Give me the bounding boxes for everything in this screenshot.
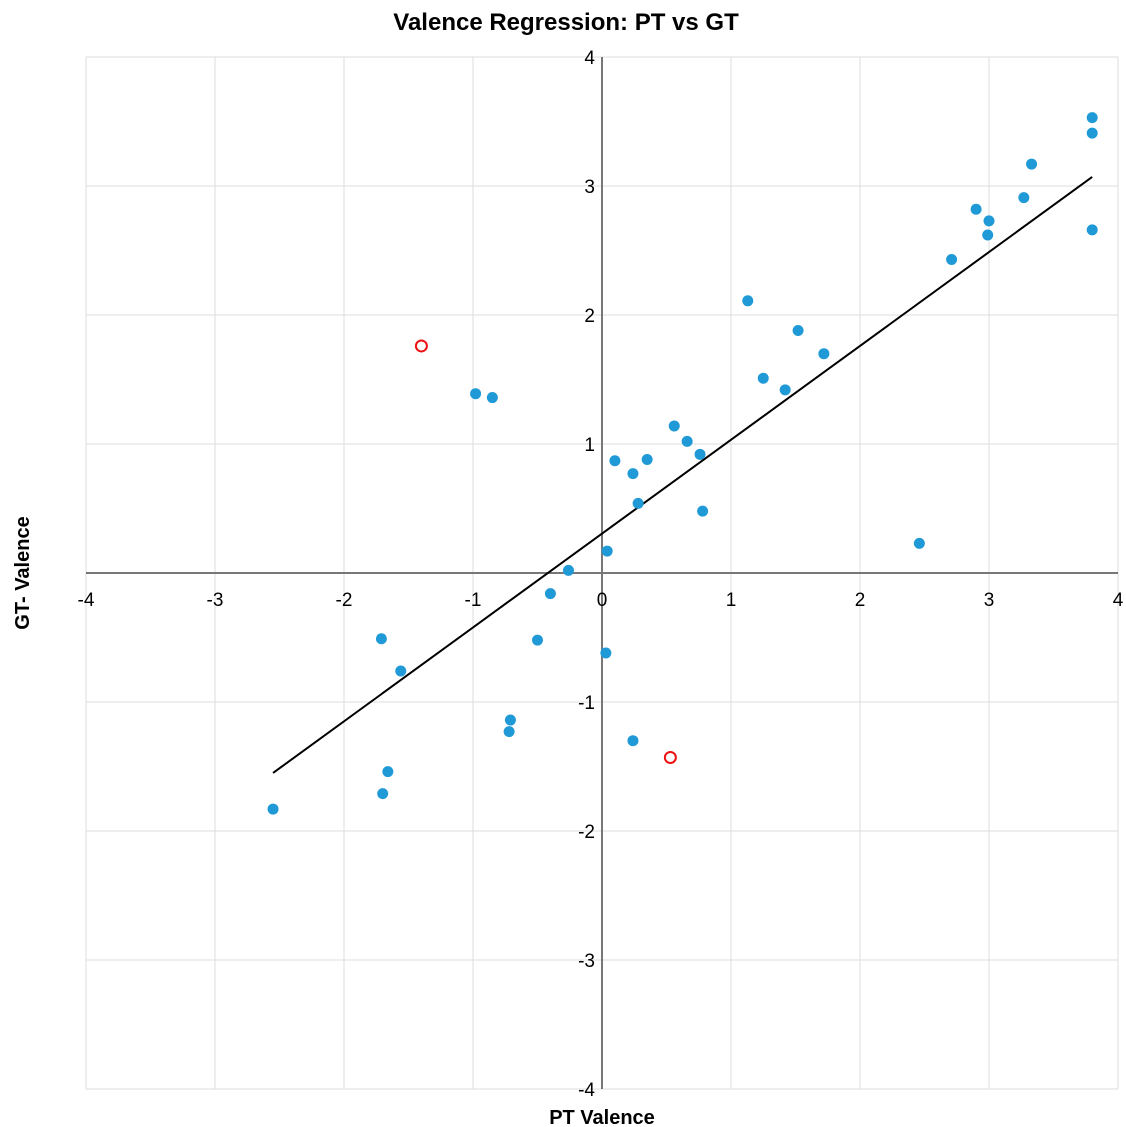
tick-labels: -4 -3 -2 -1 0 1 2 3 4 -4 -3 -2 -1 1 2 3 4 — [78, 48, 1124, 1101]
data-point — [627, 735, 639, 747]
data-point — [544, 588, 556, 600]
data-point — [982, 229, 994, 241]
y-tick-label: -2 — [578, 822, 595, 843]
data-point — [532, 634, 543, 646]
data-point — [681, 435, 693, 447]
x-tick-label: -3 — [207, 590, 224, 611]
x-tick-label: -2 — [336, 590, 353, 611]
data-point — [668, 420, 680, 432]
outlier-point — [663, 750, 677, 764]
y-tick-label: -3 — [578, 951, 595, 972]
data-point — [382, 766, 394, 778]
y-tick-label: 3 — [584, 177, 595, 198]
data-point — [970, 203, 982, 215]
data-point — [792, 324, 804, 336]
data-point — [503, 726, 515, 738]
data-point — [486, 392, 498, 404]
data-point — [267, 803, 279, 815]
x-tick-label: -4 — [78, 590, 95, 611]
data-point — [742, 295, 754, 307]
data-point — [395, 665, 407, 677]
data-point — [913, 537, 925, 549]
data-point — [697, 505, 709, 517]
data-point — [1086, 224, 1098, 236]
x-axis-title: PT Valence — [549, 1107, 655, 1127]
data-point — [627, 468, 639, 480]
data-point — [377, 788, 389, 800]
x-tick-label: -1 — [465, 590, 482, 611]
data-point — [1086, 112, 1098, 124]
y-tick-label: 2 — [584, 306, 595, 327]
data-point — [470, 388, 482, 400]
y-tick-label: -4 — [578, 1080, 595, 1101]
data-point — [818, 348, 830, 360]
data-point — [641, 453, 653, 465]
y-tick-label: -1 — [578, 693, 595, 714]
data-point — [1086, 127, 1098, 139]
x-tick-label: 4 — [1113, 590, 1124, 611]
data-point — [983, 215, 995, 227]
x-tick-label: 0 — [597, 590, 608, 611]
points-layer — [267, 112, 1098, 815]
data-point — [946, 254, 958, 266]
y-tick-label: 4 — [584, 48, 595, 69]
data-point — [779, 384, 791, 396]
x-tick-label: 1 — [726, 590, 737, 611]
data-point — [600, 647, 612, 659]
data-point — [504, 714, 516, 726]
outlier-point — [414, 339, 428, 353]
data-point — [1018, 192, 1030, 204]
axes — [86, 57, 1118, 1089]
data-point — [375, 633, 387, 645]
data-point — [601, 545, 613, 557]
regression-layer — [272, 176, 1093, 774]
data-point — [1026, 158, 1038, 170]
data-point — [694, 448, 706, 460]
data-point — [757, 372, 769, 384]
x-tick-label: 2 — [855, 590, 866, 611]
y-axis-title: GT- Valence — [12, 516, 34, 629]
x-tick-label: 3 — [984, 590, 995, 611]
data-point — [562, 564, 574, 576]
data-point — [609, 455, 621, 467]
y-tick-label: 1 — [584, 435, 595, 456]
chart-title: Valence Regression: PT vs GT — [393, 9, 739, 36]
regression-line — [272, 176, 1093, 774]
data-point — [632, 497, 644, 509]
